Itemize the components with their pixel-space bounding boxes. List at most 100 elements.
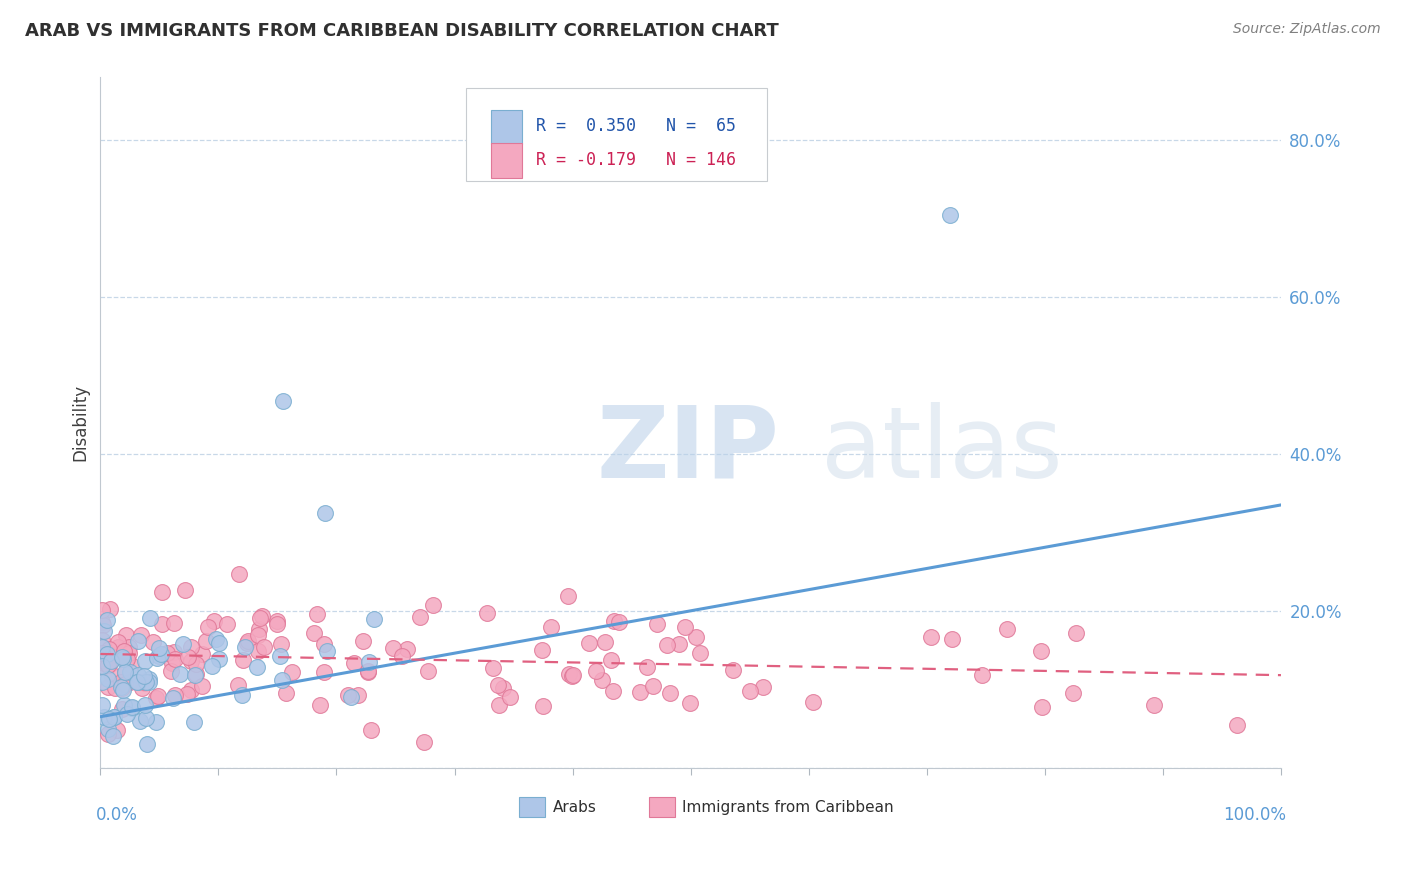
Point xyxy=(134,676,156,690)
Point xyxy=(1143,698,1166,712)
Point xyxy=(134,698,156,713)
Point xyxy=(111,682,134,697)
Point xyxy=(752,681,775,695)
Point xyxy=(145,690,167,705)
Point xyxy=(236,634,259,648)
Point xyxy=(97,672,120,686)
Point xyxy=(150,617,173,632)
Point xyxy=(129,627,152,641)
Point xyxy=(121,699,143,714)
Point xyxy=(593,635,616,649)
Point xyxy=(127,633,149,648)
Point xyxy=(142,634,165,648)
Point xyxy=(482,661,505,675)
Point xyxy=(316,643,339,657)
FancyBboxPatch shape xyxy=(491,143,522,178)
Point xyxy=(228,678,250,692)
Point xyxy=(336,688,359,702)
Point xyxy=(96,613,118,627)
Point xyxy=(475,607,498,621)
Point xyxy=(184,666,207,681)
Point xyxy=(107,640,129,655)
Point xyxy=(127,675,149,690)
Point xyxy=(98,642,121,657)
Point xyxy=(191,680,214,694)
Point xyxy=(602,683,624,698)
Point xyxy=(1064,626,1087,640)
Point xyxy=(98,602,121,616)
Point xyxy=(90,646,112,660)
Point xyxy=(685,631,707,645)
Point xyxy=(721,663,744,677)
Point xyxy=(111,652,134,666)
Point xyxy=(152,585,174,599)
Point xyxy=(600,653,623,667)
Point xyxy=(180,653,202,667)
Point xyxy=(246,644,269,658)
Point xyxy=(114,648,136,662)
Point xyxy=(416,664,439,678)
Point xyxy=(183,714,205,729)
Text: atlas: atlas xyxy=(821,401,1062,499)
Point xyxy=(101,729,124,743)
Point xyxy=(939,208,962,222)
Point xyxy=(668,637,690,651)
Point xyxy=(269,648,291,663)
Point xyxy=(609,615,631,629)
Point xyxy=(204,632,226,646)
Point xyxy=(1031,644,1053,658)
Y-axis label: Disability: Disability xyxy=(72,384,89,461)
Point xyxy=(97,658,120,673)
Point xyxy=(194,634,217,648)
Point xyxy=(100,667,122,681)
Point xyxy=(139,611,162,625)
Point xyxy=(340,690,363,704)
Point xyxy=(105,723,128,738)
Point xyxy=(148,648,170,663)
Text: 100.0%: 100.0% xyxy=(1223,805,1285,823)
Point xyxy=(174,582,197,597)
Point xyxy=(231,688,253,702)
Point xyxy=(125,674,148,689)
Point xyxy=(180,682,202,697)
Point xyxy=(135,675,157,690)
Point xyxy=(360,723,382,737)
Point xyxy=(129,714,152,728)
Point xyxy=(97,680,120,694)
Point xyxy=(499,690,522,704)
Point xyxy=(184,667,207,681)
Point xyxy=(91,675,114,690)
Point xyxy=(941,632,963,646)
Point xyxy=(395,641,418,656)
Point xyxy=(104,681,127,695)
Point xyxy=(249,611,271,625)
Point xyxy=(114,676,136,690)
Point xyxy=(120,675,142,690)
Point xyxy=(111,650,134,665)
Point xyxy=(145,714,167,729)
FancyBboxPatch shape xyxy=(519,797,546,817)
Point xyxy=(557,589,579,603)
Text: Source: ZipAtlas.com: Source: ZipAtlas.com xyxy=(1233,22,1381,37)
Point xyxy=(578,636,600,650)
Point xyxy=(135,711,157,725)
Point xyxy=(148,640,170,655)
FancyBboxPatch shape xyxy=(467,87,768,181)
Point xyxy=(93,624,115,639)
Point xyxy=(160,657,183,671)
Point xyxy=(492,681,515,696)
Point xyxy=(585,664,607,678)
Point xyxy=(391,649,413,664)
Text: R =  0.350   N =  65: R = 0.350 N = 65 xyxy=(536,118,735,136)
Point xyxy=(995,622,1018,636)
Text: R = -0.179   N = 146: R = -0.179 N = 146 xyxy=(536,151,735,169)
Point xyxy=(972,668,994,682)
Point xyxy=(114,665,136,680)
Point xyxy=(1062,686,1084,700)
Point xyxy=(920,630,942,644)
Text: Immigrants from Caribbean: Immigrants from Caribbean xyxy=(682,799,894,814)
Point xyxy=(159,664,181,678)
Point xyxy=(163,652,186,666)
Point xyxy=(135,737,157,751)
FancyBboxPatch shape xyxy=(491,110,522,145)
